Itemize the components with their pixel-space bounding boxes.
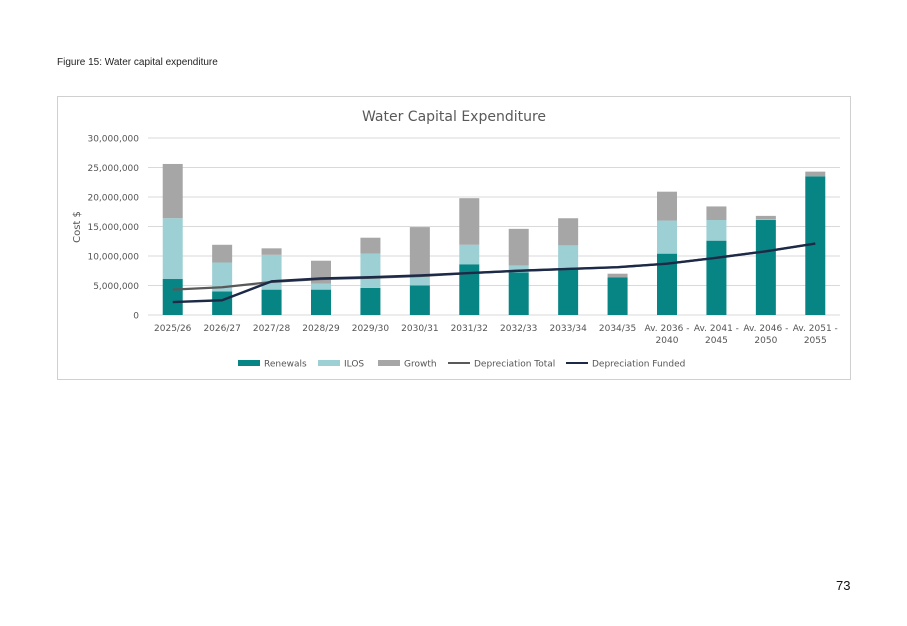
bar-growth xyxy=(162,163,183,219)
x-tick-label: 2050 xyxy=(754,336,777,346)
bar-ilos xyxy=(162,218,183,280)
bar-renewals xyxy=(706,240,727,315)
x-tick-label: Av. 2046 - xyxy=(743,324,788,334)
bar-renewals xyxy=(508,272,529,315)
bar-ilos xyxy=(706,220,727,241)
y-tick-labels: 0 5,000,000 10,000,000 15,000,000 20,000,000… xyxy=(87,135,139,322)
bar-growth xyxy=(508,228,529,266)
x-tick-label: 2026/27 xyxy=(203,324,240,334)
x-tick-label: 2027/28 xyxy=(253,324,291,334)
bar-ilos xyxy=(755,219,776,221)
bar-ilos xyxy=(558,245,579,268)
bar-renewals xyxy=(409,285,430,315)
legend-label: Renewals xyxy=(264,360,307,370)
bar-renewals xyxy=(607,277,628,315)
y-tick-label: 5,000,000 xyxy=(93,282,139,292)
bar-renewals xyxy=(558,267,579,315)
bar-growth xyxy=(558,218,579,246)
bar-ilos xyxy=(409,277,430,286)
bar-ilos xyxy=(459,244,480,265)
x-tick-label: Av. 2051 - xyxy=(793,324,838,334)
x-tick-label: Av. 2036 - xyxy=(645,324,690,334)
bar-renewals xyxy=(459,264,480,315)
x-tick-label: 2045 xyxy=(705,336,728,346)
bar-ilos xyxy=(360,253,381,288)
x-tick-label: 2040 xyxy=(656,336,679,346)
x-tick-label: Av. 2041 - xyxy=(694,324,739,334)
bar-renewals xyxy=(755,220,776,315)
x-tick-label: 2031/32 xyxy=(451,324,488,334)
bar-ilos xyxy=(657,220,677,254)
bar-growth xyxy=(805,171,826,177)
bar-renewals xyxy=(261,289,282,315)
legend-swatch xyxy=(378,360,400,366)
figure-caption: Figure 15: Water capital expenditure xyxy=(57,57,218,68)
legend-label: ILOS xyxy=(344,360,364,370)
bar-renewals xyxy=(805,176,826,315)
y-axis-label: Cost $ xyxy=(72,211,83,243)
legend-label: Depreciation Total xyxy=(474,360,555,370)
bar-renewals xyxy=(657,253,677,315)
bar-growth xyxy=(409,227,430,278)
x-tick-label: 2033/34 xyxy=(549,324,587,334)
lines xyxy=(172,242,816,304)
chart-title: Water Capital Expenditure xyxy=(362,109,546,125)
chart-frame: Water Capital Expenditure Cost $ 0 5,000,… xyxy=(57,96,851,380)
x-tick-label: 2028/29 xyxy=(302,324,340,334)
x-tick-label: 2034/35 xyxy=(599,324,636,334)
x-tick-label: 2055 xyxy=(804,336,827,346)
bar-ilos xyxy=(212,262,233,292)
x-tick-label: 2032/33 xyxy=(500,324,537,334)
bar-growth xyxy=(755,215,776,220)
y-tick-label: 0 xyxy=(133,312,139,322)
x-tick-labels: 2025/26 2026/27 2027/28 2028/29 2029/30 2030/… xyxy=(154,324,838,346)
legend: Renewals ILOS Growth Depreciation Total Depr… xyxy=(238,360,685,370)
y-tick-label: 25,000,000 xyxy=(87,164,139,174)
bars xyxy=(162,163,826,315)
bar-growth xyxy=(607,273,628,278)
bar-ilos xyxy=(508,265,529,273)
bar-renewals xyxy=(360,287,381,315)
bar-growth xyxy=(261,248,282,255)
legend-swatch xyxy=(318,360,340,366)
legend-label: Depreciation Funded xyxy=(592,360,685,370)
water-capex-chart: Water Capital Expenditure Cost $ 0 5,000,… xyxy=(72,109,840,370)
bar-renewals xyxy=(212,291,233,315)
bar-growth xyxy=(212,244,233,263)
bar-growth xyxy=(706,206,727,221)
page-number: 73 xyxy=(836,578,851,593)
bar-ilos xyxy=(311,283,331,290)
bar-growth xyxy=(657,191,677,221)
bar-renewals xyxy=(162,279,183,315)
x-tick-label: 2025/26 xyxy=(154,324,192,334)
bar-growth xyxy=(459,198,480,245)
legend-label: Growth xyxy=(404,360,437,370)
y-tick-label: 20,000,000 xyxy=(87,194,139,204)
x-tick-label: 2030/31 xyxy=(401,324,438,334)
x-tick-label: 2029/30 xyxy=(352,324,390,334)
legend-swatch xyxy=(238,360,260,366)
y-tick-label: 30,000,000 xyxy=(87,135,139,145)
y-tick-label: 15,000,000 xyxy=(87,223,139,233)
y-tick-label: 10,000,000 xyxy=(87,253,139,263)
line-depreciation-funded xyxy=(172,242,816,304)
bar-growth xyxy=(360,237,381,254)
bar-renewals xyxy=(311,289,331,315)
